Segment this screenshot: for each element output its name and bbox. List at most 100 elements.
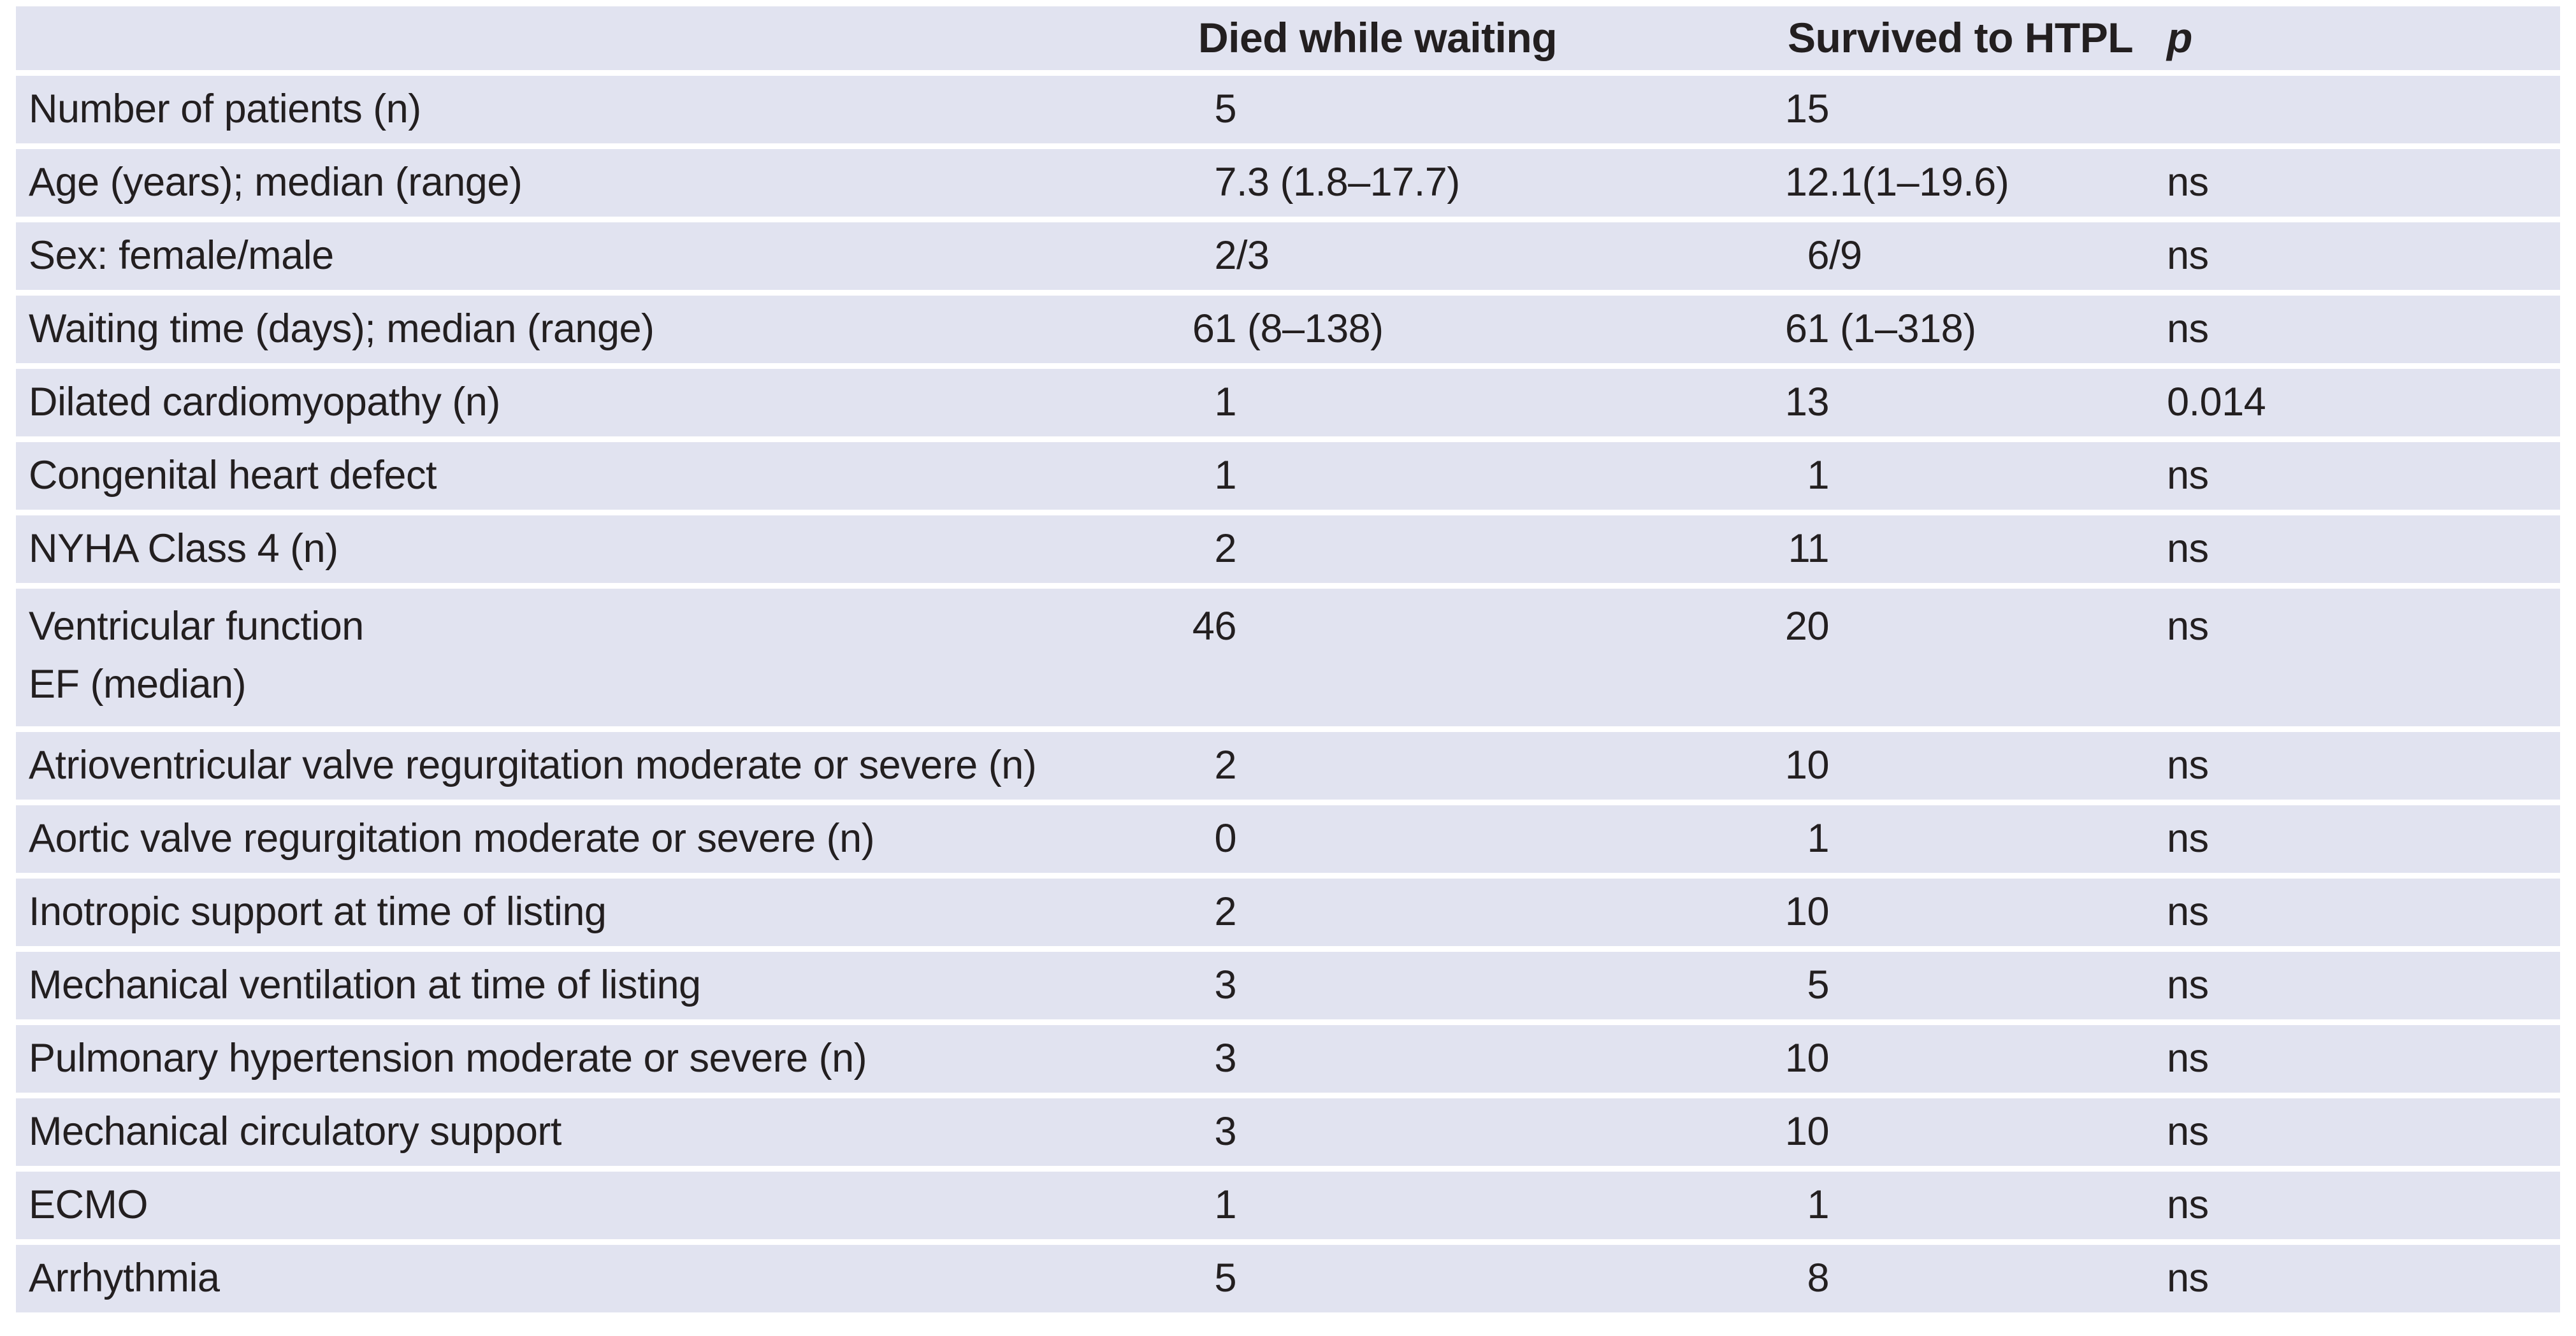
row-label: Number of patients (n) xyxy=(16,76,1176,149)
row-label: Pulmonary hypertension moderate or sever… xyxy=(16,1025,1176,1098)
header-cell-survived-to-htpl: Survived to HTPL xyxy=(1749,6,2157,76)
p-value: ns xyxy=(2157,589,2560,732)
survived-to-htpl-value: 15 xyxy=(1749,76,2157,149)
p-value: ns xyxy=(2157,952,2560,1025)
survived-to-htpl-value: 1 xyxy=(1749,442,2157,515)
survived-value-number: 1 xyxy=(1807,453,1829,498)
died-value-range: (8–138) xyxy=(1236,306,1384,352)
died-while-waiting-value: 1 xyxy=(1176,369,1749,442)
survived-to-htpl-value: 5 xyxy=(1749,952,2157,1025)
p-value: ns xyxy=(2157,732,2560,805)
survived-to-htpl-value: 1 xyxy=(1749,1172,2157,1245)
p-value: ns xyxy=(2157,879,2560,952)
survived-value-range: /9 xyxy=(1829,233,1862,278)
header-cell-empty xyxy=(16,6,1176,76)
survived-value-range: (1–318) xyxy=(1829,306,1976,352)
survived-to-htpl-value: 11 xyxy=(1749,515,2157,589)
patient-comparison-table: Died while waiting Survived to HTPL p Nu… xyxy=(16,6,2560,1318)
died-value-number: 1 xyxy=(1214,453,1236,498)
survived-value-number: 10 xyxy=(1784,743,1830,788)
survived-value-number: 11 xyxy=(1788,526,1830,571)
died-value-number: 3 xyxy=(1214,1036,1236,1081)
survived-value-number: 1 xyxy=(1807,1182,1829,1228)
survived-value-number: 5 xyxy=(1807,963,1829,1008)
died-value-range: /3 xyxy=(1236,233,1270,278)
row-label: Mechanical ventilation at time of listin… xyxy=(16,952,1176,1025)
died-value-number: 61 xyxy=(1192,306,1237,352)
died-while-waiting-value: 1 xyxy=(1176,442,1749,515)
survived-value-number: 10 xyxy=(1784,889,1830,935)
row-label: Aortic valve regurgitation moderate or s… xyxy=(16,805,1176,879)
survived-value-number: 61 xyxy=(1784,306,1830,352)
header-row: Died while waiting Survived to HTPL p xyxy=(16,6,2560,76)
survived-value-number: 20 xyxy=(1784,604,1830,649)
p-value: ns xyxy=(2157,515,2560,589)
survived-value-number: 15 xyxy=(1784,87,1830,132)
survived-to-htpl-value: 20 xyxy=(1749,589,2157,732)
table-row: Atrioventricular valve regurgitation mod… xyxy=(16,732,2560,805)
survived-to-htpl-value: 1 xyxy=(1749,805,2157,879)
died-while-waiting-value: 3 xyxy=(1176,1098,1749,1172)
table-row: ECMO 1 1 ns xyxy=(16,1172,2560,1245)
died-while-waiting-value: 1 xyxy=(1176,1172,1749,1245)
table-row: Congenital heart defect 1 1 ns xyxy=(16,442,2560,515)
p-value: ns xyxy=(2157,1025,2560,1098)
survived-value-number: 6 xyxy=(1807,233,1829,278)
died-while-waiting-value: 2 xyxy=(1176,515,1749,589)
table-row: Number of patients (n) 5 15 xyxy=(16,76,2560,149)
table-row: Mechanical ventilation at time of listin… xyxy=(16,952,2560,1025)
table-row: Inotropic support at time of listing 2 1… xyxy=(16,879,2560,952)
survived-value-number: 12 xyxy=(1784,160,1830,205)
died-value-number: 5 xyxy=(1214,87,1236,132)
died-while-waiting-value: 5 xyxy=(1176,1245,1749,1318)
p-value: ns xyxy=(2157,149,2560,222)
survived-to-htpl-value: 13 xyxy=(1749,369,2157,442)
died-value-number: 2 xyxy=(1214,233,1236,278)
row-label: Congenital heart defect xyxy=(16,442,1176,515)
row-label: NYHA Class 4 (n) xyxy=(16,515,1176,589)
survived-value-range: .1(1–19.6) xyxy=(1829,160,2009,205)
table-row: Mechanical circulatory support 3 10 ns xyxy=(16,1098,2560,1172)
table-row: Dilated cardiomyopathy (n) 1 13 0.014 xyxy=(16,369,2560,442)
row-label: Sex: female/male xyxy=(16,222,1176,296)
died-while-waiting-value: 2 xyxy=(1176,879,1749,952)
survived-value-number: 10 xyxy=(1784,1036,1830,1081)
p-value: ns xyxy=(2157,1098,2560,1172)
survived-to-htpl-value: 12.1(1–19.6) xyxy=(1749,149,2157,222)
died-value-number: 3 xyxy=(1214,1109,1236,1154)
died-while-waiting-value: 3 xyxy=(1176,1025,1749,1098)
died-value-number: 3 xyxy=(1214,963,1236,1008)
died-while-waiting-value: 61 (8–138) xyxy=(1176,296,1749,369)
table-header: Died while waiting Survived to HTPL p xyxy=(16,6,2560,76)
died-value-number: 0 xyxy=(1214,816,1236,861)
survived-to-htpl-value: 61 (1–318) xyxy=(1749,296,2157,369)
survived-to-htpl-value: 10 xyxy=(1749,732,2157,805)
table-row: Aortic valve regurgitation moderate or s… xyxy=(16,805,2560,879)
died-while-waiting-value: 3 xyxy=(1176,952,1749,1025)
p-value: ns xyxy=(2157,296,2560,369)
survived-to-htpl-value: 10 xyxy=(1749,1098,2157,1172)
header-cell-p-value: p xyxy=(2157,6,2560,76)
died-value-number: 7 xyxy=(1214,160,1236,205)
table-row: Ventricular function EF (median) 46 20 n… xyxy=(16,589,2560,732)
row-label: ECMO xyxy=(16,1172,1176,1245)
died-value-number: 1 xyxy=(1214,1182,1236,1228)
p-value: 0.014 xyxy=(2157,369,2560,442)
died-value-number: 46 xyxy=(1192,604,1237,649)
died-while-waiting-value: 0 xyxy=(1176,805,1749,879)
died-value-number: 1 xyxy=(1214,380,1236,425)
table-row: Age (years); median (range) 7.3 (1.8–17.… xyxy=(16,149,2560,222)
survived-to-htpl-value: 8 xyxy=(1749,1245,2157,1318)
p-value: ns xyxy=(2157,222,2560,296)
row-label: Mechanical circulatory support xyxy=(16,1098,1176,1172)
table-body: Number of patients (n) 5 15 Age (years);… xyxy=(16,76,2560,1318)
table-row: Pulmonary hypertension moderate or sever… xyxy=(16,1025,2560,1098)
row-label: Atrioventricular valve regurgitation mod… xyxy=(16,732,1176,805)
died-value-range: .3 (1.8–17.7) xyxy=(1236,160,1460,205)
died-while-waiting-value: 2/3 xyxy=(1176,222,1749,296)
survived-to-htpl-value: 10 xyxy=(1749,1025,2157,1098)
row-label: Waiting time (days); median (range) xyxy=(16,296,1176,369)
died-while-waiting-value: 7.3 (1.8–17.7) xyxy=(1176,149,1749,222)
survived-to-htpl-value: 6/9 xyxy=(1749,222,2157,296)
